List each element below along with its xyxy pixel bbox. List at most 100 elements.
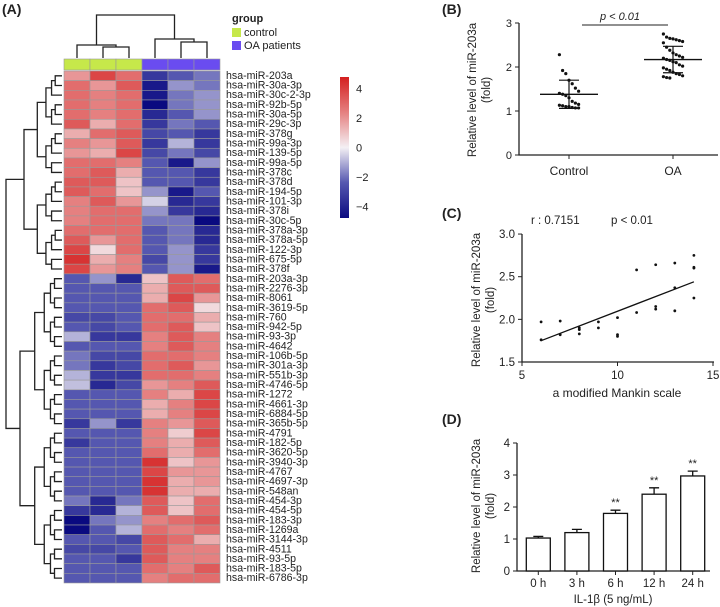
heatmap-cell bbox=[115, 389, 143, 400]
row-label: hsa-miR-378a-5p bbox=[226, 234, 308, 246]
heatmap-cell bbox=[115, 99, 143, 110]
colorbar-tick-label: 2 bbox=[356, 113, 362, 125]
heatmap-cell bbox=[167, 283, 195, 294]
row-label: hsa-miR-30c-5p bbox=[226, 215, 301, 227]
sd-error-bar bbox=[663, 45, 683, 74]
row-label: hsa-miR-4791 bbox=[226, 427, 293, 439]
heatmap-cell bbox=[89, 360, 117, 371]
heatmap-cell bbox=[63, 437, 91, 449]
heatmap-cell bbox=[141, 331, 169, 342]
data-point bbox=[635, 268, 638, 272]
heatmap-cell bbox=[193, 447, 221, 458]
row-dendrogram-branch bbox=[54, 104, 62, 116]
heatmap-cell bbox=[167, 292, 195, 304]
colorbar-tick-label: 0 bbox=[356, 143, 362, 155]
row-label: hsa-miR-301a-3p bbox=[226, 360, 308, 372]
row-dendrogram-branch bbox=[53, 374, 62, 386]
row-label: hsa-miR-194-5p bbox=[226, 186, 302, 198]
heatmap-cell bbox=[193, 350, 221, 362]
heatmap-cell bbox=[193, 99, 221, 110]
heatmap-cell bbox=[167, 476, 195, 487]
heatmap-cell bbox=[115, 215, 143, 226]
heatmap-cell bbox=[63, 109, 91, 120]
heatmap-cell bbox=[89, 167, 117, 178]
heatmap-cell bbox=[63, 341, 91, 352]
heatmap-cell bbox=[167, 119, 195, 130]
heatmap-cell bbox=[193, 167, 221, 178]
y-tick-label: 3 bbox=[504, 470, 510, 482]
y-tick-label: 1 bbox=[504, 534, 510, 546]
heatmap-cell bbox=[89, 119, 117, 130]
heatmap-cell bbox=[141, 399, 169, 410]
heatmap-cell bbox=[63, 128, 91, 139]
data-point bbox=[539, 320, 543, 324]
heatmap-cell bbox=[193, 534, 221, 545]
row-label: hsa-miR-378d bbox=[226, 176, 293, 188]
heatmap-cell bbox=[63, 408, 91, 420]
heatmap-cell bbox=[89, 573, 117, 584]
row-label: hsa-miR-101-3p bbox=[226, 196, 302, 208]
heatmap-cell bbox=[141, 360, 169, 371]
heatmap-cell bbox=[63, 495, 91, 507]
heatmap-cell bbox=[141, 234, 169, 246]
heatmap-cell bbox=[115, 524, 143, 535]
data-point bbox=[561, 68, 565, 73]
heatmap-cell bbox=[63, 544, 91, 555]
heatmap-cell bbox=[167, 196, 195, 207]
heatmap-cell bbox=[141, 515, 169, 526]
row-dendrogram-branch bbox=[49, 514, 55, 536]
heatmap-cell bbox=[89, 205, 117, 217]
heatmap-cell bbox=[141, 573, 169, 584]
heatmap-cell bbox=[167, 544, 195, 555]
heatmap-cell bbox=[141, 341, 169, 352]
heatmap-cell bbox=[115, 544, 143, 555]
heatmap-cell bbox=[63, 563, 91, 574]
row-dendrogram-branch bbox=[49, 321, 55, 343]
heatmap-cell bbox=[115, 553, 143, 564]
data-point bbox=[557, 103, 562, 107]
heatmap-cell bbox=[63, 80, 91, 91]
y-axis bbox=[518, 23, 718, 156]
error-bar bbox=[649, 487, 660, 495]
heatmap-panel: hsa-miR-203ahsa-miR-30a-3phsa-miR-30c-2-… bbox=[5, 13, 369, 584]
row-dendrogram-branch bbox=[19, 350, 35, 507]
row-dendrogram-branch bbox=[50, 186, 62, 203]
row-label: hsa-miR-1272 bbox=[226, 389, 293, 401]
row-dendrogram-branch bbox=[53, 451, 62, 463]
row-label: hsa-miR-365b-5p bbox=[226, 418, 308, 430]
row-dendrogram-branch bbox=[36, 101, 46, 158]
heatmap-cell bbox=[141, 138, 169, 149]
bar bbox=[525, 537, 551, 572]
heatmap-cell bbox=[167, 147, 195, 159]
heatmap-cell bbox=[89, 534, 117, 545]
heatmap-cell bbox=[115, 234, 143, 246]
row-dendrogram-branch bbox=[53, 278, 62, 289]
heatmap-cell bbox=[193, 138, 221, 149]
row-label: hsa-miR-8061 bbox=[226, 292, 293, 304]
heatmap-cell bbox=[89, 312, 117, 323]
data-point bbox=[692, 266, 696, 270]
heatmap-cell bbox=[89, 196, 117, 207]
heatmap-cell bbox=[167, 215, 195, 226]
heatmap-cell bbox=[115, 196, 143, 207]
row-dendrogram-branch bbox=[54, 75, 62, 87]
column-annotation-cell bbox=[167, 58, 195, 71]
y-axis-label: Relative level of miR-203a (fold) bbox=[467, 22, 493, 157]
heatmap-cell bbox=[89, 350, 117, 362]
data-point bbox=[673, 261, 677, 265]
heatmap-cell bbox=[115, 70, 143, 81]
heatmap-cell bbox=[63, 119, 91, 130]
heatmap-cell bbox=[141, 418, 169, 429]
heatmap-cell bbox=[167, 563, 195, 574]
row-label: hsa-miR-1269a bbox=[226, 524, 299, 536]
heatmap-cell bbox=[63, 505, 91, 516]
row-label: hsa-miR-30c-2-3p bbox=[226, 89, 311, 101]
heatmap-cell bbox=[115, 418, 143, 429]
data-point bbox=[597, 320, 600, 324]
heatmap-cell bbox=[115, 138, 143, 149]
heatmap-cell bbox=[89, 486, 117, 497]
heatmap-cell bbox=[63, 399, 91, 410]
row-dendrogram-branch bbox=[43, 292, 51, 333]
heatmap-cell bbox=[141, 147, 169, 159]
heatmap-cell bbox=[115, 437, 143, 449]
